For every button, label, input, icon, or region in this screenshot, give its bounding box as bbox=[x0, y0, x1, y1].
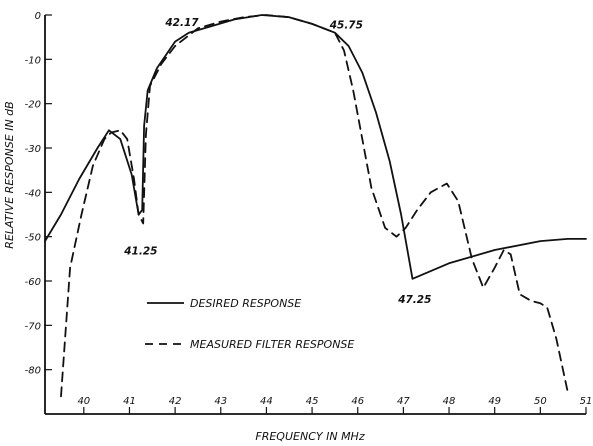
annotation-label: 41.25 bbox=[123, 245, 157, 257]
legend: DESIRED RESPONSE MEASURED FILTER RESPONS… bbox=[145, 297, 354, 351]
y-tick-label: -80 bbox=[25, 366, 41, 377]
y-tick-label: -10 bbox=[25, 55, 41, 66]
y-axis-label: RELATIVE RESPONSE IN dB bbox=[3, 101, 16, 248]
chart-ticks: 40 41 42 43 44 45 46 47 48 49 50 51 0 -10 -20 -30 -40 -50… bbox=[25, 11, 593, 414]
chart-axes bbox=[44, 15, 586, 415]
x-tick-label: 49 bbox=[488, 396, 501, 407]
annotation-label: 42.17 bbox=[164, 17, 199, 29]
y-tick-label: -20 bbox=[25, 100, 41, 111]
y-tick-label: -60 bbox=[25, 277, 41, 288]
y-tick-label: -30 bbox=[25, 144, 41, 155]
x-tick-label: 50 bbox=[534, 396, 547, 407]
y-tick-label: -50 bbox=[25, 233, 41, 244]
x-tick-label: 45 bbox=[306, 396, 319, 407]
y-tick-label: -40 bbox=[25, 188, 41, 199]
chart-series bbox=[44, 14, 587, 398]
x-tick-label: 51 bbox=[580, 396, 593, 407]
x-axis-label: FREQUENCY IN MHz bbox=[255, 430, 364, 443]
x-tick-label: 44 bbox=[260, 396, 273, 407]
chart-annotations: 42.17 45.75 41.25 47.25 bbox=[123, 17, 431, 306]
measured-response-line bbox=[60, 14, 569, 398]
annotation-label: 47.25 bbox=[397, 294, 431, 306]
x-tick-label: 43 bbox=[214, 396, 227, 407]
desired-response-line bbox=[44, 14, 587, 280]
legend-desired-label: DESIRED RESPONSE bbox=[190, 297, 301, 310]
x-tick-label: 47 bbox=[397, 396, 410, 407]
x-tick-label: 40 bbox=[77, 396, 90, 407]
y-tick-label: -70 bbox=[25, 321, 41, 332]
x-tick-label: 42 bbox=[169, 396, 182, 407]
legend-measured-label: MEASURED FILTER RESPONSE bbox=[190, 338, 354, 351]
x-tick-label: 41 bbox=[123, 396, 136, 407]
x-tick-label: 46 bbox=[351, 396, 364, 407]
y-tick-label: 0 bbox=[35, 11, 41, 22]
x-tick-label: 48 bbox=[443, 396, 456, 407]
annotation-label: 45.75 bbox=[329, 19, 363, 31]
